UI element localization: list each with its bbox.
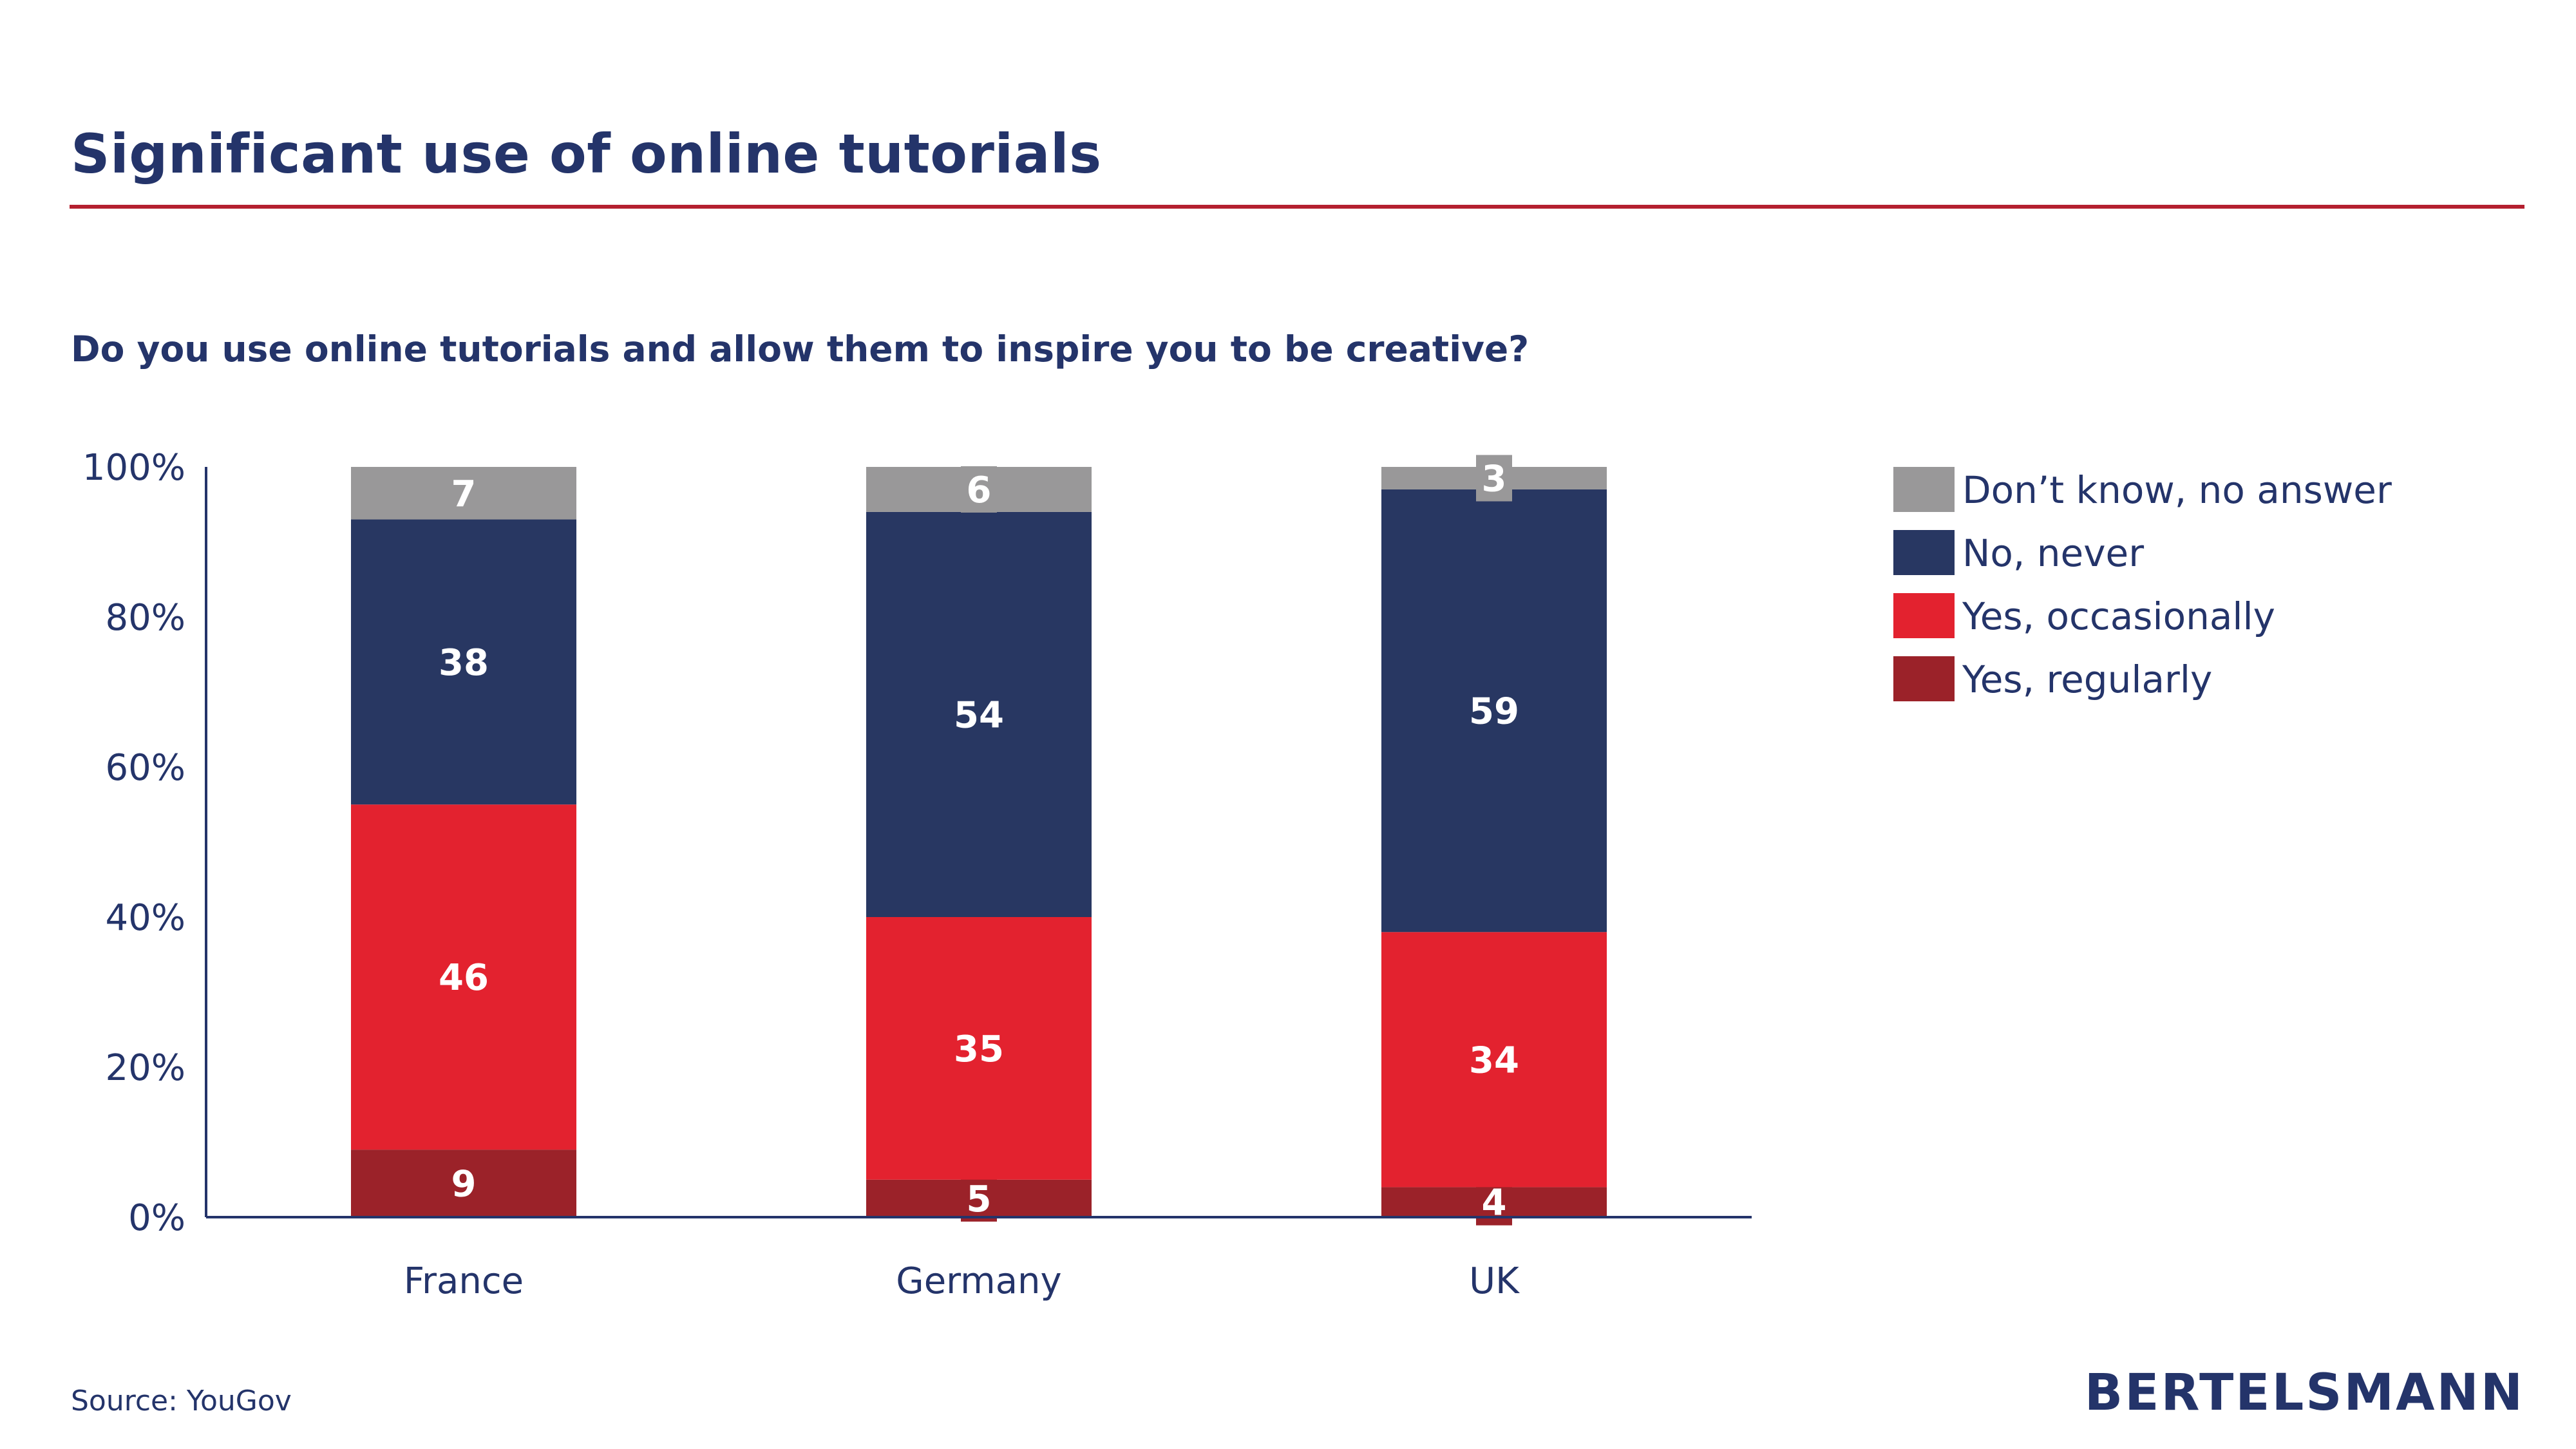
y-tick-label: 80% [106,597,185,639]
y-tick-label: 100% [82,447,185,489]
value-label: 3 [1482,458,1507,500]
value-label-box [961,466,997,513]
source-note: Source: YouGov [71,1385,292,1417]
category-label: UK [1469,1260,1520,1302]
bar-segment [866,917,1092,1180]
value-label: 46 [439,957,489,999]
legend-label: No, never [1962,531,2144,575]
chart-subtitle: Do you use online tutorials and allow th… [71,328,1530,370]
legend: Don’t know, no answer No, never Yes, occas… [1893,467,2392,701]
category-label: Germany [896,1260,1061,1302]
value-label-box [961,1175,997,1222]
title-divider [70,205,2524,209]
bar-segment [866,511,1092,917]
value-label: 9 [451,1164,477,1206]
bar-segment [1381,932,1607,1188]
bar-segment [351,1150,576,1217]
legend-label: Yes, regularly [1962,658,2212,701]
y-tick-label: 40% [106,897,185,939]
y-tick-label: 20% [106,1047,185,1089]
value-label: 7 [451,473,477,515]
bar-segment [351,804,576,1150]
bar-segment [351,467,576,520]
legend-swatch [1893,530,1955,575]
value-label: 34 [1469,1039,1519,1081]
legend-label: Yes, occasionally [1962,594,2275,638]
value-label: 6 [967,469,992,511]
axes-group: France Germany UK 0% 20% 40% 60% 80% 100% [82,447,1752,1302]
legend-label: Don’t know, no answer [1962,468,2392,512]
y-tick-label: 0% [128,1197,185,1239]
value-label: 59 [1469,691,1519,733]
bertelsmann-logo: BERTELSMANN [2084,1364,2524,1422]
legend-swatch [1893,593,1955,638]
category-label: France [404,1260,524,1302]
legend-swatch [1893,467,1955,512]
y-tick-label: 60% [106,747,185,789]
value-label: 5 [967,1179,992,1220]
value-label: 54 [954,694,1004,736]
bar-segment [1381,489,1607,933]
value-label-box [1476,455,1512,502]
page-title: Significant use of online tutorials [71,122,1102,185]
legend-swatch [1893,656,1955,701]
bar-segment [351,519,576,805]
value-label: 35 [954,1028,1004,1070]
value-label: 38 [439,642,489,684]
